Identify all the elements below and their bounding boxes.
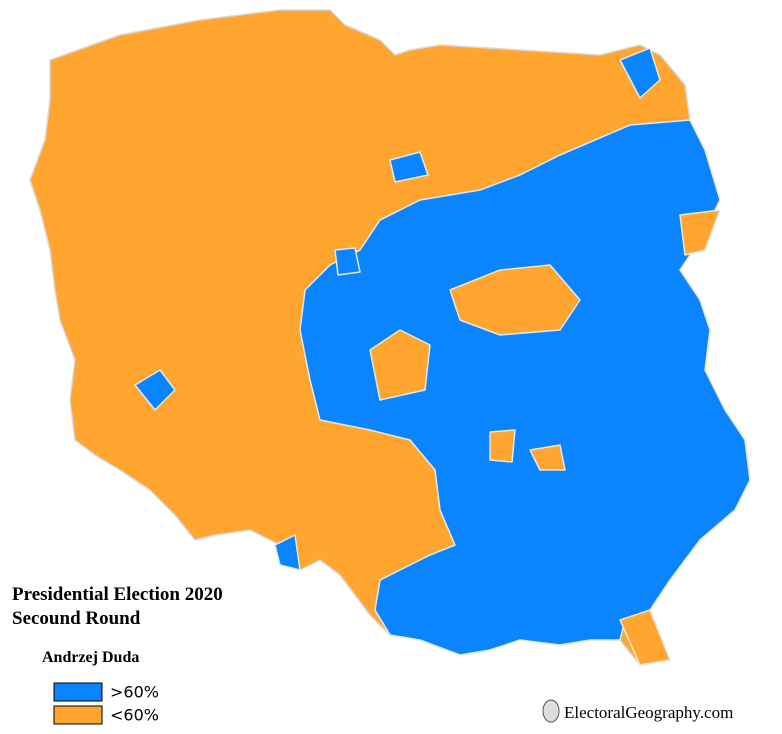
legend-label: <60%: [110, 706, 159, 725]
region: [299, 119, 751, 656]
credit: ElectoralGeography.com: [564, 703, 733, 722]
region: [274, 534, 301, 571]
title-line: Presidential Election 2020: [12, 584, 223, 605]
title-line: Secound Round: [12, 608, 141, 629]
map: [29, 9, 751, 666]
region: [619, 47, 661, 99]
legend-label: >60%: [110, 683, 159, 702]
region: [134, 369, 176, 411]
region: [389, 151, 429, 183]
subtitle: Andrzej Duda: [42, 649, 139, 666]
region: [619, 609, 671, 666]
legend-swatch: [53, 705, 103, 725]
region: [489, 429, 516, 463]
region: [334, 247, 361, 276]
region: [449, 264, 581, 336]
legend-swatch: [53, 682, 103, 702]
region: [529, 444, 566, 471]
region: [679, 209, 721, 256]
region: [369, 329, 431, 401]
credit-icon: [542, 699, 560, 723]
